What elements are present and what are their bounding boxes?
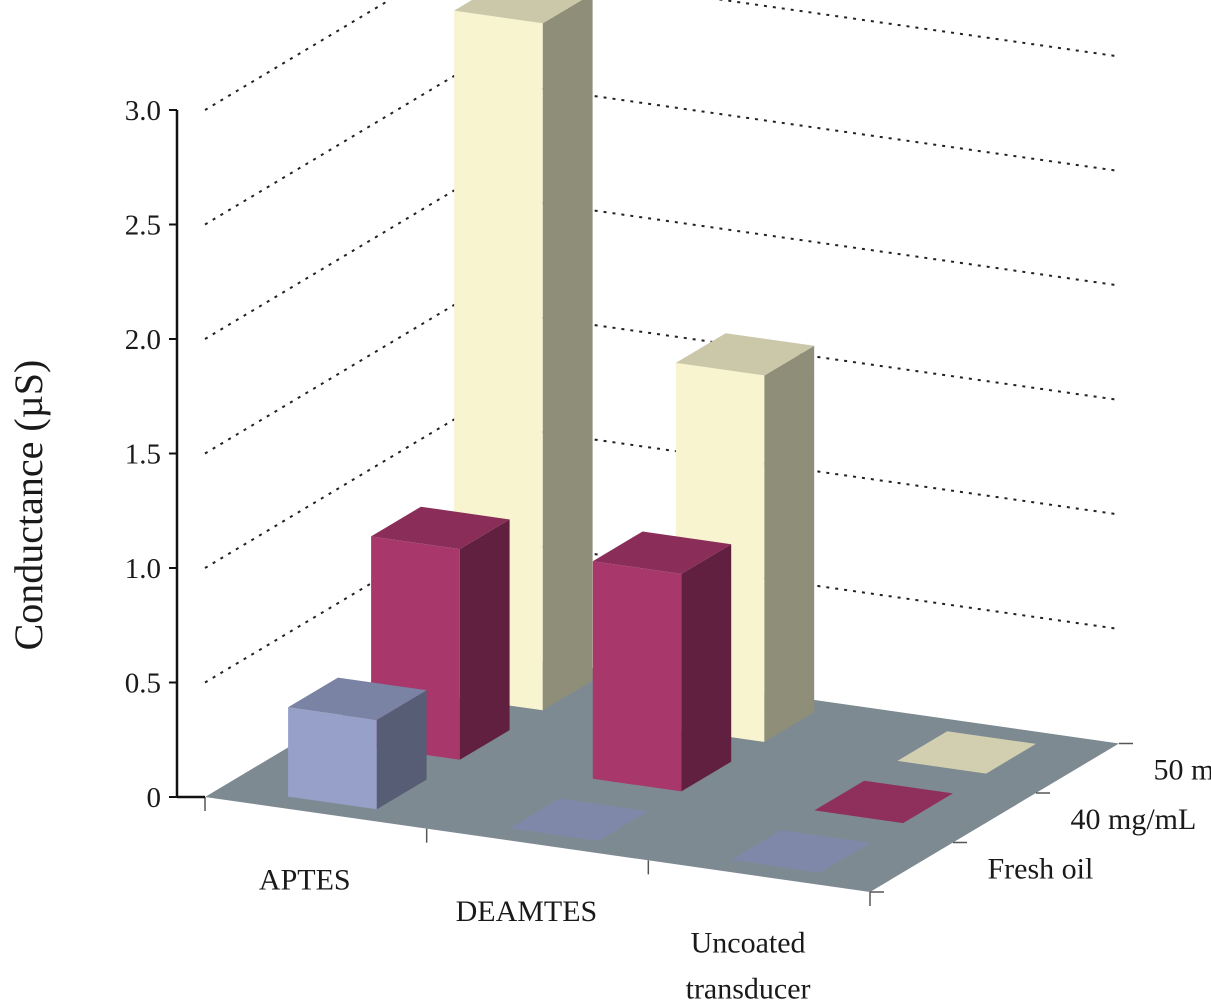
bar-side-face [764,345,815,742]
bar [731,830,870,873]
series-label: 40 mg/mL [1071,803,1197,836]
bar-top-face [288,677,427,720]
bar-zero-face [731,830,870,873]
bar-front-face [592,561,682,792]
gridline [204,189,1120,340]
bar [897,731,1036,774]
x-category-label: DEAMTES [456,895,598,928]
bar-zero-face [814,780,953,824]
bar-top-face [675,333,815,376]
bar-front-face [288,707,377,810]
bars [288,0,1036,873]
y-axis-title: Conductance (µS) [6,360,51,651]
y-tick-label: 2.5 [125,210,161,242]
labels: APTES DEAMTES Uncoated transducer Fresh oil 4… [259,753,1211,1000]
series-label: 50 mg/mL [1154,753,1211,786]
bar-side-face [459,519,510,760]
y-axis: 0 0.5 1.0 1.5 2.0 2.5 3.0 [125,95,205,814]
series-label: Fresh oil [988,852,1094,885]
x-category-label: Uncoated transducer [686,927,811,1000]
y-tick-label: 0.5 [125,668,161,700]
bar [592,531,732,792]
gridline [204,0,1120,111]
bar-side-face [542,0,593,711]
gridline [204,418,1120,569]
x-category-label: APTES [259,863,351,896]
bar [509,798,649,841]
bar-top-face [592,531,732,574]
bar-side-face [376,690,427,810]
bar-top-face [454,0,582,24]
y-tick-label: 2.0 [125,324,161,356]
bar-zero-face [897,731,1036,774]
bar [288,677,427,810]
gridline [204,74,1120,226]
y-tick-label: 1.5 [125,439,161,471]
gridline [204,303,1120,455]
y-tick-label: 1.0 [125,553,161,585]
y-tick-label: 3.0 [125,95,161,127]
bar-zero-face [509,798,649,841]
bar-top-face [371,506,510,550]
bar [814,780,953,824]
y-tick-label: 0 [147,782,162,814]
bar-side-face [681,544,732,792]
